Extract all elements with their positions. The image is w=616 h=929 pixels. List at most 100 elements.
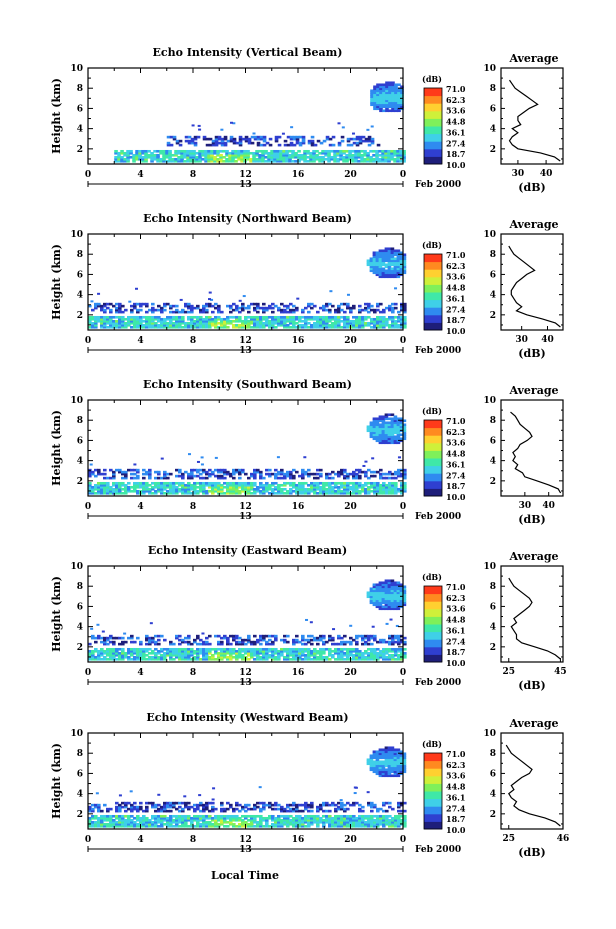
heatmap-cell xyxy=(256,651,260,655)
heatmap-cell xyxy=(289,653,293,657)
heatmap-cell xyxy=(232,824,236,828)
heatmap-cell xyxy=(367,814,371,818)
heatmap-cell xyxy=(400,319,404,323)
heatmap-cell xyxy=(151,317,155,321)
heatmap-cell xyxy=(238,651,242,655)
heatmap-cell xyxy=(337,655,341,659)
heatmap-cell xyxy=(387,589,392,593)
heatmap-cell xyxy=(115,306,119,310)
colorbar-segment xyxy=(424,307,442,316)
heatmap-cell xyxy=(247,476,251,480)
heatmap-cell xyxy=(340,325,344,329)
heatmap-cell xyxy=(103,818,107,822)
heatmap-cell xyxy=(238,299,242,302)
heatmap-cell xyxy=(238,306,242,310)
heatmap-cell xyxy=(247,139,252,143)
heatmap-cell xyxy=(346,139,351,143)
heatmap-cell xyxy=(196,820,200,824)
heatmap-cell xyxy=(340,489,344,493)
heatmap-cells xyxy=(114,81,406,163)
heatmap-cell xyxy=(349,308,353,312)
heatmap-cell xyxy=(316,315,320,319)
colorbar-label: 36.1 xyxy=(446,625,465,635)
heatmap-cell xyxy=(325,315,329,319)
heatmap-cell xyxy=(169,487,173,491)
heatmap-cell xyxy=(292,468,296,472)
heatmap-cell xyxy=(106,485,110,489)
heatmap-cell xyxy=(378,253,383,257)
heatmap-cell xyxy=(232,323,236,327)
heatmap-cell xyxy=(328,634,332,638)
heatmap-cell xyxy=(169,135,174,139)
heatmap-cell xyxy=(375,431,380,435)
heatmap-cell xyxy=(268,321,272,325)
heatmap-cell xyxy=(124,489,128,493)
heatmap-cell xyxy=(283,816,287,820)
heatmap-cell xyxy=(97,655,101,659)
heatmap-cell xyxy=(390,591,395,595)
heatmap-cell xyxy=(114,155,118,159)
heatmap-cell xyxy=(310,816,314,820)
heatmap-cell xyxy=(196,647,200,651)
heatmap-cell xyxy=(139,805,143,809)
heatmap-cell xyxy=(307,489,311,493)
heatmap-cell xyxy=(172,491,176,495)
heatmap-cell xyxy=(352,822,356,826)
heatmap-cell xyxy=(361,139,366,143)
heatmap-cell xyxy=(349,803,353,807)
heatmap-cell xyxy=(178,321,182,325)
heatmap-cell xyxy=(390,437,395,441)
y-tick-label: 2 xyxy=(77,643,83,653)
heatmap-cell xyxy=(292,483,296,487)
heatmap-cell xyxy=(220,653,224,657)
heatmap-cell xyxy=(369,259,374,263)
heatmap-cell xyxy=(312,149,316,153)
heatmap-cell xyxy=(352,491,356,495)
heatmap-cell xyxy=(178,474,182,478)
heatmap-cell xyxy=(369,599,374,603)
heatmap-cell xyxy=(169,809,173,813)
heatmap-cell xyxy=(301,483,305,487)
heatmap-cell xyxy=(379,653,383,657)
heatmap-cell xyxy=(277,485,281,489)
heatmap-cell xyxy=(343,491,347,495)
heatmap-cell xyxy=(159,159,163,163)
heatmap-cell xyxy=(375,435,380,439)
heatmap-cell xyxy=(200,456,204,459)
heatmap-cell xyxy=(289,803,293,807)
heatmap-cell xyxy=(217,651,221,655)
heatmap-cell xyxy=(256,470,260,474)
heatmap-cell xyxy=(247,325,251,329)
heatmap-cell xyxy=(364,489,368,493)
average-x-label: (dB) xyxy=(518,181,545,194)
heatmap-cell xyxy=(328,489,332,493)
heatmap-cell xyxy=(145,487,149,491)
heatmap-cell xyxy=(289,317,293,321)
heatmap-cell xyxy=(97,487,101,491)
heatmap-cell xyxy=(262,137,267,141)
heatmap-cell xyxy=(244,485,248,489)
heatmap-cell xyxy=(274,491,278,495)
heatmap-cell xyxy=(331,325,335,329)
heatmap-cell xyxy=(399,421,404,425)
heatmap-cell xyxy=(357,159,361,163)
heatmap-cell xyxy=(387,159,391,163)
heatmap-cell xyxy=(366,593,371,597)
heatmap-cell xyxy=(268,803,272,807)
heatmap-cell xyxy=(357,155,361,159)
heatmap-cell xyxy=(187,491,191,495)
heatmap-cell xyxy=(109,651,113,655)
heatmap-cell xyxy=(322,139,327,143)
colorbar: (dB)71.062.353.644.836.127.418.710.0 xyxy=(422,406,466,502)
heatmap-cell xyxy=(286,657,290,661)
heatmap-cell xyxy=(160,323,164,327)
heatmap-cell xyxy=(130,803,134,807)
colorbar-unit: (dB) xyxy=(422,240,442,250)
average-title: Average xyxy=(508,384,558,397)
heatmap-cell xyxy=(214,468,218,472)
heatmap-cell xyxy=(229,137,234,141)
heatmap-cell xyxy=(124,814,128,818)
heatmap-cell xyxy=(265,647,269,651)
heatmap-cell xyxy=(367,137,372,141)
heatmap-cell xyxy=(229,651,233,655)
